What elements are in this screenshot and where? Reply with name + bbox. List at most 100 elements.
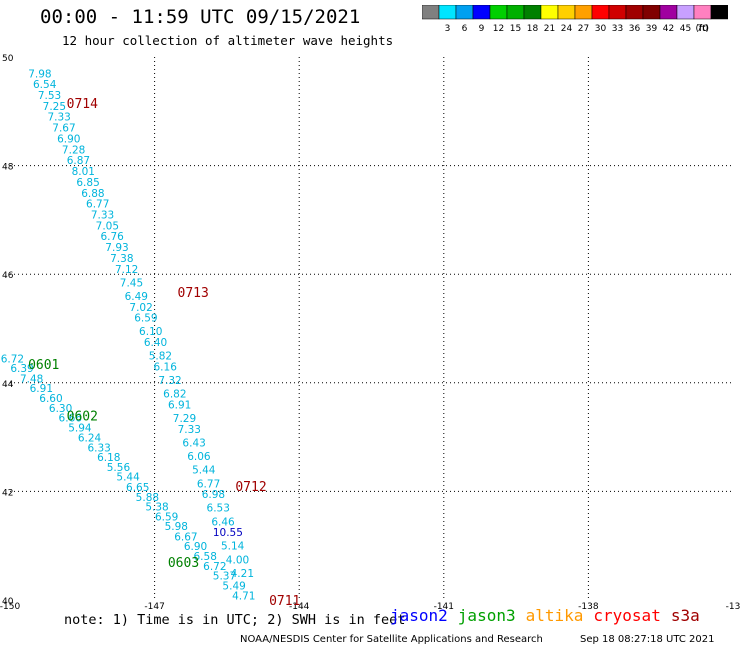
swh-value-jason3: 6.30 (49, 403, 72, 415)
pass-time-label: 0603 (168, 556, 199, 571)
swh-value-s3a: 7.33 (91, 209, 114, 221)
swh-value-s3a: 7.32 (158, 375, 181, 387)
swh-value-jason3: 7.48 (20, 373, 43, 385)
swh-value-jason3: 5.49 (222, 580, 245, 592)
swh-value-s3a: 7.02 (129, 302, 152, 314)
swh-value-jason3: 5.37 (213, 571, 236, 583)
swh-value-s3a: 6.40 (144, 337, 167, 349)
pass-time-label: 0714 (67, 97, 98, 112)
legend-label: 9 (479, 24, 485, 33)
legend-label: 3 (445, 24, 451, 33)
swh-value-s3a: 7.53 (38, 90, 61, 102)
swh-value-s3a: 6.54 (33, 79, 57, 91)
swh-value-s3a: 6.77 (86, 199, 109, 211)
chart-title: 00:00 - 11:59 UTC 09/15/2021 (40, 6, 361, 28)
legend-label: 30 (595, 24, 607, 33)
legend-label: 70 (697, 24, 709, 33)
swh-value-jason3: 6.33 (87, 442, 110, 454)
swh-value-s3a: 6.91 (168, 400, 191, 412)
satellite-jason3: jason3 (457, 606, 516, 625)
legend-label: 6 (462, 24, 468, 33)
legend-label: 42 (663, 24, 674, 33)
swh-value-s3a: 7.25 (43, 101, 66, 113)
swh-value-s3a: 6.46 (211, 516, 235, 528)
swh-value-s3a: 7.28 (62, 144, 85, 156)
legend-label: 27 (578, 24, 589, 33)
swh-value-jason3: 6.90 (184, 541, 207, 553)
satellite-altika: altika (525, 606, 584, 625)
swh-value-s3a: 5.82 (149, 351, 172, 363)
swh-value-s3a: 7.33 (47, 112, 70, 124)
swh-value-jason3: 6.60 (39, 393, 62, 405)
legend-label: 36 (629, 24, 641, 33)
swh-value-jason3: 6.24 (78, 433, 102, 445)
swh-value-s3a: 5.44 (192, 465, 216, 477)
x-tick-label: -13 (726, 602, 740, 610)
swh-value-s3a: 6.16 (154, 362, 178, 374)
swh-value-jason3: 6.91 (30, 383, 53, 395)
swh-value-s3a: 6.88 (81, 188, 104, 200)
pass-time-label: 0713 (178, 286, 209, 301)
satellite-s3a: s3a (670, 606, 700, 625)
x-tick-label: -138 (578, 602, 599, 610)
swh-value-jason3: 5.98 (165, 521, 188, 533)
pass-time-label: 0711 (269, 594, 300, 609)
satellite-jason2: jason2 (390, 606, 448, 625)
y-tick-label: 42 (2, 488, 13, 498)
swh-value-jason3: 5.94 (68, 422, 92, 434)
y-tick-label: 44 (2, 380, 14, 390)
legend-label: 12 (493, 24, 504, 33)
footer-timestamp: Sep 18 08:27:18 UTC 2021 (580, 634, 715, 645)
x-tick-label: -144 (289, 602, 310, 610)
swh-value-s3a: 7.33 (178, 424, 201, 436)
swh-value-s3a: 4.00 (226, 554, 249, 566)
pass-time-label: 0602 (67, 409, 98, 424)
swh-value-jason3: 6.58 (194, 551, 217, 563)
swh-value-s3a: 6.59 (134, 313, 157, 325)
legend-label: 45 (680, 24, 691, 33)
swh-value-s3a: 6.90 (57, 133, 80, 145)
pass-time-label: 0712 (235, 480, 266, 495)
swh-value-s3a: 6.10 (139, 326, 162, 338)
swh-value-jason3: 6.39 (10, 363, 33, 375)
swh-value-s3a: 7.38 (110, 253, 133, 265)
swh-value-s3a: 10.55 (213, 527, 243, 539)
y-tick-label: 46 (2, 271, 14, 281)
legend-label: 18 (527, 24, 539, 33)
swh-value-jason3: 5.56 (107, 462, 131, 474)
swh-value-s3a: 6.77 (197, 478, 220, 490)
swh-value-jason3: 5.44 (116, 472, 140, 484)
swh-value-s3a: 6.49 (125, 291, 148, 303)
swh-value-s3a: 7.93 (105, 242, 128, 254)
swh-value-s3a: 7.67 (52, 123, 75, 135)
swh-value-s3a: 7.45 (120, 277, 143, 289)
swh-value-s3a: 7.12 (115, 264, 138, 276)
swh-value-jason3: 6.65 (126, 482, 149, 494)
swh-value-s3a: 7.29 (173, 413, 196, 425)
swh-value-jason3: 6.59 (155, 511, 178, 523)
legend-label: 24 (561, 24, 573, 33)
legend-label: 33 (612, 24, 623, 33)
footer-credit: NOAA/NESDIS Center for Satellite Applica… (240, 634, 543, 645)
legend-unit: (ft) (695, 24, 709, 33)
legend-label: 39 (646, 24, 658, 33)
satellite-cryosat: cryosat (593, 606, 661, 625)
swh-value-s3a: 6.87 (67, 155, 90, 167)
pass-time-label: 0601 (28, 358, 59, 373)
y-tick-label: 50 (2, 54, 14, 64)
swh-value-s3a: 6.53 (207, 503, 230, 515)
swh-value-s3a: 6.43 (182, 438, 205, 450)
swh-value-s3a: 7.98 (28, 68, 51, 80)
legend-label: 21 (544, 24, 555, 33)
swh-value-s3a: 6.76 (100, 231, 124, 243)
footer-note: note: 1) Time is in UTC; 2) SWH is in fe… (64, 612, 406, 628)
swh-value-s3a: 6.98 (202, 489, 225, 501)
swh-value-jason3: 6.67 (174, 531, 197, 543)
swh-value-jason3: 6.18 (97, 452, 120, 464)
swh-value-jason3: 5.38 (145, 502, 168, 514)
color-scale-legend: 3 6 9 12 15 18 21 24 27 30 33 36 39 42 45 70(ft) (422, 5, 728, 33)
x-tick-label: -150 (0, 602, 20, 610)
legend-swatch (710, 5, 728, 20)
swh-value-s3a: 7.05 (96, 220, 119, 232)
